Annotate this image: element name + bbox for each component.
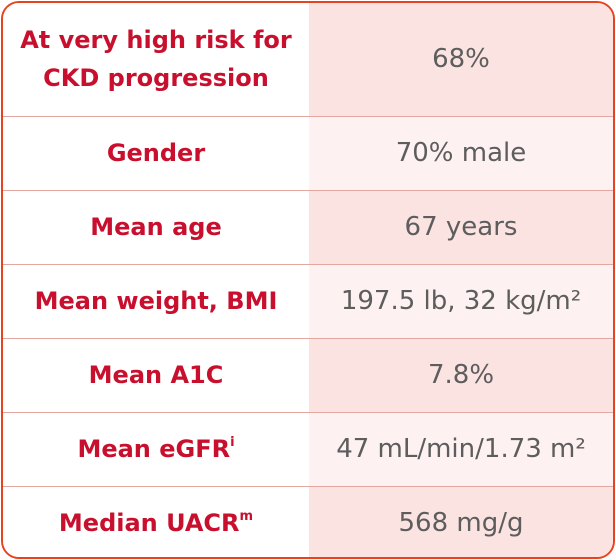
table-row: At very high risk for CKD progression 68… xyxy=(3,3,613,117)
row-value-egfr: 47 mL/min/1.73 m² xyxy=(309,412,613,487)
row-label-a1c: Mean A1C xyxy=(3,338,309,413)
row-label-mean-age: Mean age xyxy=(3,190,309,265)
row-label-weight-bmi: Mean weight, BMI xyxy=(3,264,309,339)
row-label-egfr-text: Mean eGFR xyxy=(77,435,231,463)
footnote-marker-i: i xyxy=(230,435,235,450)
footnote-marker-m: m xyxy=(239,509,254,525)
table-row: Mean age 67 years xyxy=(3,190,613,265)
row-value-gender: 70% male xyxy=(309,116,613,191)
row-label-egfr: Mean eGFRi xyxy=(3,412,309,487)
characteristics-grid: At very high risk for CKD progression 68… xyxy=(3,3,613,557)
table-row: Gender 70% male xyxy=(3,116,613,191)
row-value-uacr: 568 mg/g xyxy=(309,486,613,557)
row-label-uacr-text: Median UACR xyxy=(58,509,240,538)
row-value-mean-age: 67 years xyxy=(309,190,613,265)
row-label-ckd-risk: At very high risk for CKD progression xyxy=(3,3,309,117)
row-value-weight-bmi: 197.5 lb, 32 kg/m² xyxy=(309,264,613,339)
row-value-ckd-risk: 68% xyxy=(309,3,613,117)
table-row: Mean weight, BMI 197.5 lb, 32 kg/m² xyxy=(3,264,613,339)
row-value-a1c: 7.8% xyxy=(309,338,613,413)
row-label-gender: Gender xyxy=(3,116,309,191)
table-row: Median UACRm 568 mg/g xyxy=(3,486,613,557)
table-row: Mean A1C 7.8% xyxy=(3,338,613,413)
row-label-uacr: Median UACRm xyxy=(3,486,309,557)
table-row: Mean eGFRi 47 mL/min/1.73 m² xyxy=(3,412,613,487)
